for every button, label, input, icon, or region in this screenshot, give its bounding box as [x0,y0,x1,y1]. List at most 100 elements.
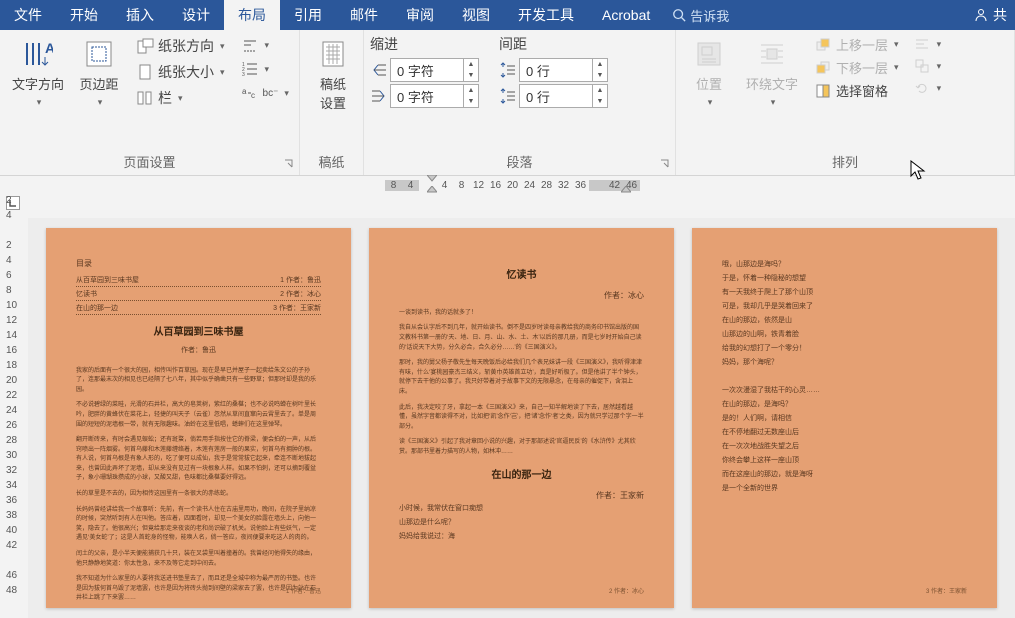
tab-file[interactable]: 文件 [0,0,56,30]
indent-right-icon [370,86,388,106]
page2-author2: 作者：王家新 [399,490,644,503]
bring-forward-icon [814,36,832,54]
selection-pane-icon [814,82,832,100]
page2-heading1: 忆读书 [399,268,644,284]
first-line-indent-marker[interactable] [427,175,437,185]
page-3[interactable]: 哦，山那边是海吗？于是，怀着一种隐秘的想望有一天我终于爬上了那个山顶可是，我却几… [692,228,997,608]
spinner-up[interactable]: ▲ [593,59,607,70]
page3-footer: 3 作者：王家新 [926,588,967,598]
size-button[interactable]: 纸张大小▾ [132,60,229,84]
group-title-page-setup: 页面设置 [0,152,299,171]
line-numbers-button[interactable]: 123 ▾ [237,58,293,80]
spacing-label: 间距 [499,34,608,54]
tab-design[interactable]: 设计 [168,0,224,30]
tab-mailings[interactable]: 邮件 [336,0,392,30]
group-button: ▾ [913,56,942,76]
chevron-down-icon: ▾ [937,39,942,50]
chevron-down-icon: ▾ [894,39,899,50]
spinner-down[interactable]: ▼ [464,70,478,81]
orientation-icon [136,37,154,55]
breaks-button[interactable]: ▾ [237,34,293,56]
selection-pane-button[interactable]: 选择窗格 [814,80,899,101]
text-direction-button[interactable]: A 文字方向▾ [6,34,70,152]
page1-author: 作者：鲁迅 [76,345,321,356]
group-title-paragraph: 段落 [364,152,675,171]
chevron-down-icon: ▾ [937,83,942,94]
indent-left-spinner[interactable]: 0 字符▲▼ [390,58,479,82]
spinner-up[interactable]: ▲ [593,85,607,96]
page1-heading: 从百草园到三味书屋 [76,325,321,341]
draft-icon [317,38,349,70]
space-after-spinner[interactable]: 0 行▲▼ [519,84,608,108]
chevron-down-icon: ▾ [937,61,942,72]
group-draft: 稿纸 设置 稿纸 [300,30,364,175]
align-button: ▾ [913,34,942,54]
hyphenation-button[interactable]: acbc⁻▾ [237,82,293,104]
chevron-down-icon: ▾ [265,64,270,75]
chevron-down-icon: ▾ [771,97,776,108]
indent-left-icon [370,60,388,80]
spinner-down[interactable]: ▼ [464,96,478,107]
chevron-down-icon: ▾ [284,88,289,99]
svg-text:3: 3 [242,72,245,78]
tellme-search[interactable]: 告诉我 [664,0,737,30]
position-icon [693,38,725,70]
hyphenation-icon: ac [241,84,259,102]
spinner-up[interactable]: ▲ [464,59,478,70]
group-title-arrange: 排列 [676,152,1014,171]
size-icon [136,63,154,81]
chevron-down-icon: ▾ [894,62,899,73]
tab-developer[interactable]: 开发工具 [504,0,588,30]
tab-home[interactable]: 开始 [56,0,112,30]
rotate-button: ▾ [913,78,942,98]
page-2[interactable]: 忆读书 作者：冰心 一谈到读书，我的话就多了！我自从会认字后不到几年，就开始读书… [369,228,674,608]
bring-forward-button: 上移一层 ▾ [814,34,899,55]
tab-review[interactable]: 审阅 [392,0,448,30]
tab-acrobat[interactable]: Acrobat [588,0,664,30]
svg-text:a: a [242,87,247,96]
paragraph-dialog-launcher[interactable] [659,157,671,169]
breaks-icon [241,36,259,54]
right-indent-marker[interactable] [621,186,631,196]
tab-insert[interactable]: 插入 [112,0,168,30]
columns-button[interactable]: 栏▾ [132,86,229,110]
tab-view[interactable]: 视图 [448,0,504,30]
chevron-down-icon: ▾ [178,93,183,104]
spinner-down[interactable]: ▼ [593,70,607,81]
tab-layout[interactable]: 布局 [224,0,280,30]
page-setup-dialog-launcher[interactable] [283,157,295,169]
draft-settings-button[interactable]: 稿纸 设置 [306,34,360,116]
horizontal-ruler[interactable]: 8448121620242832364246 [385,176,640,194]
rotate-icon [913,79,931,97]
spinner-up[interactable]: ▲ [464,85,478,96]
page2-heading2: 在山的那一边 [399,468,644,484]
group-title-draft: 稿纸 [300,152,363,171]
svg-text:c: c [251,91,255,100]
line-numbers-icon: 123 [241,60,259,78]
share-label: 共 [993,5,1007,25]
vertical-ruler[interactable]: 2424681012141618202224262830323436384042… [0,195,28,618]
position-button: 位置▾ [682,34,736,152]
left-indent-marker[interactable] [427,186,437,196]
space-before-icon [499,60,517,80]
svg-text:A: A [45,40,53,56]
page-1[interactable]: 目录 从百草园到三味书屋1 作者：鲁迅忆读书2 作者：冰心在山的那一边3 作者：… [46,228,351,608]
group-icon [913,57,931,75]
share-button[interactable]: 共 [965,0,1015,30]
spinner-down[interactable]: ▼ [593,96,607,107]
tellme-label: 告诉我 [690,6,729,25]
chevron-down-icon: ▾ [220,41,225,52]
group-page-setup: A 文字方向▾ 页边距▾ 纸张方向▾ 纸张大小▾ 栏▾ [0,30,300,175]
margins-button[interactable]: 页边距▾ [72,34,126,152]
page2-footer: 2 作者：冰心 [609,588,644,598]
page1-footer: 1 作者：鲁迅 [286,588,321,598]
chevron-down-icon: ▾ [220,67,225,78]
orientation-button[interactable]: 纸张方向▾ [132,34,229,58]
chevron-down-icon: ▾ [708,97,713,108]
space-before-spinner[interactable]: 0 行▲▼ [519,58,608,82]
tab-references[interactable]: 引用 [280,0,336,30]
ribbon-tabbar: 文件 开始 插入 设计 布局 引用 邮件 审阅 视图 开发工具 Acrobat … [0,0,1015,30]
indent-right-spinner[interactable]: 0 字符▲▼ [390,84,479,108]
document-area[interactable]: 目录 从百草园到三味书屋1 作者：鲁迅忆读书2 作者：冰心在山的那一边3 作者：… [28,218,1015,618]
margins-icon [83,38,115,70]
